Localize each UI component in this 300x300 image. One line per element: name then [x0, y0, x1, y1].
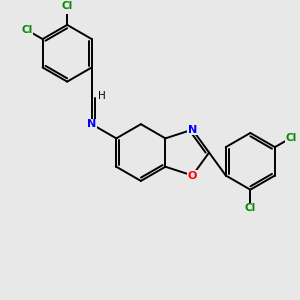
- Text: Cl: Cl: [245, 203, 256, 213]
- Text: Cl: Cl: [285, 133, 296, 143]
- Text: Cl: Cl: [61, 2, 73, 11]
- Text: H: H: [98, 91, 106, 101]
- Text: Cl: Cl: [21, 25, 32, 35]
- Text: N: N: [188, 124, 197, 135]
- Text: O: O: [188, 170, 197, 181]
- Text: N: N: [87, 119, 96, 129]
